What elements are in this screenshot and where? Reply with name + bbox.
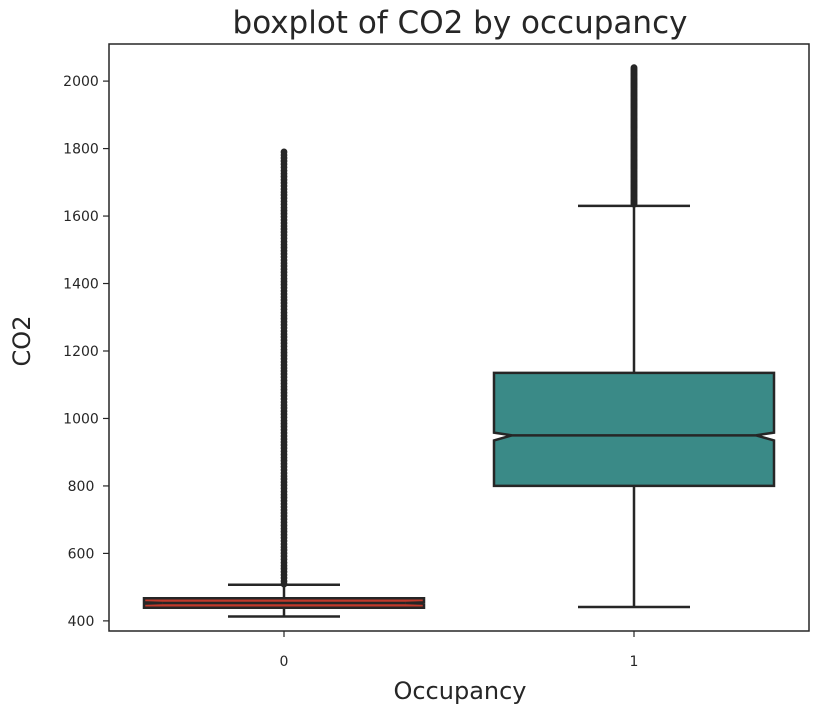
box-group bbox=[142, 64, 776, 618]
y-axis-label: CO2 bbox=[8, 316, 36, 367]
outlier-point bbox=[280, 148, 288, 156]
box-body bbox=[492, 371, 776, 488]
y-axis: 400 600 800 1000 1200 1400 1600 1800 2000 bbox=[63, 74, 109, 630]
box-0 bbox=[142, 148, 426, 618]
y-tick-label: 800 bbox=[68, 479, 95, 495]
x-tick-label: 1 bbox=[630, 654, 639, 670]
x-axis-label: Occupancy bbox=[393, 677, 526, 705]
outlier-point bbox=[630, 64, 638, 72]
y-tick-label: 1400 bbox=[63, 277, 99, 293]
y-tick-label: 2000 bbox=[63, 74, 99, 90]
y-tick-label: 1800 bbox=[63, 142, 99, 158]
box-1 bbox=[492, 64, 776, 609]
x-tick-label: 0 bbox=[280, 654, 289, 670]
y-tick-label: 1200 bbox=[63, 344, 99, 360]
y-tick-label: 1600 bbox=[63, 209, 99, 225]
outliers bbox=[630, 64, 638, 208]
y-tick-label: 600 bbox=[68, 546, 95, 562]
outliers bbox=[280, 148, 288, 588]
y-tick-label: 1000 bbox=[63, 411, 99, 427]
y-tick-label: 400 bbox=[68, 614, 95, 630]
chart-title: boxplot of CO2 by occupancy bbox=[233, 5, 688, 41]
plot-frame bbox=[108, 43, 810, 632]
